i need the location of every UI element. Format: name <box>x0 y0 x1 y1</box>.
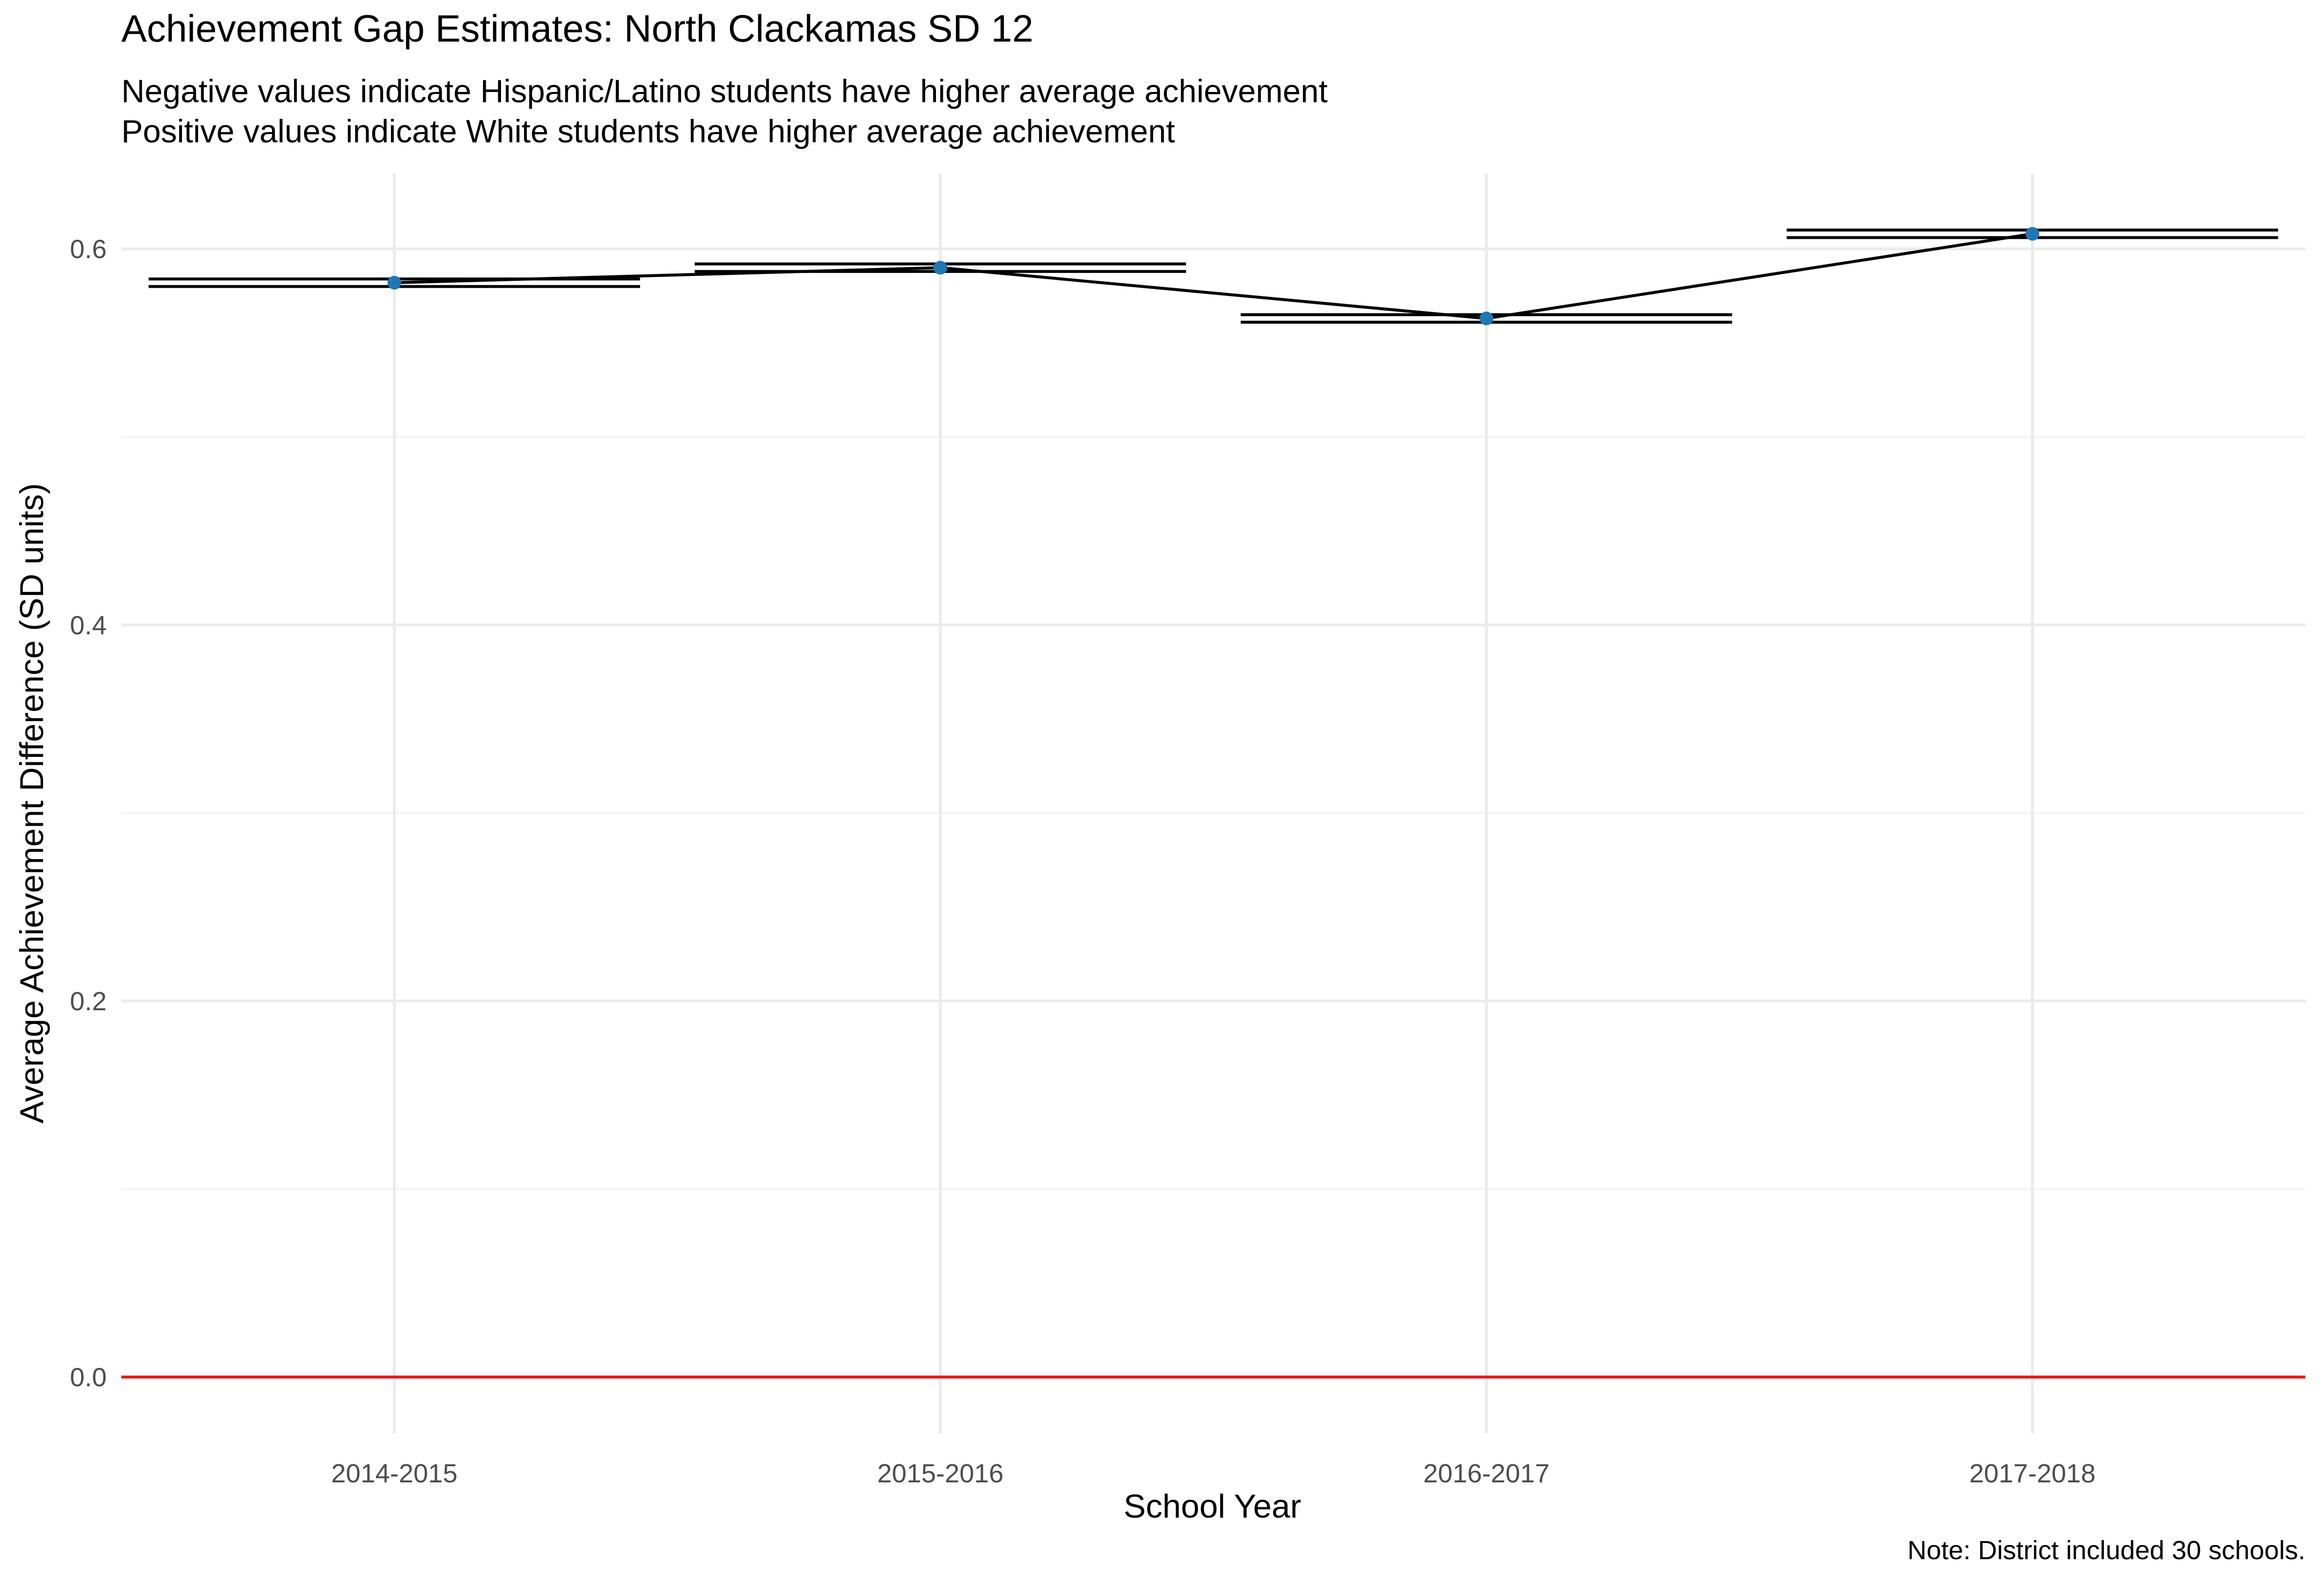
series-line <box>394 232 2033 320</box>
chart-title: Achievement Gap Estimates: North Clackam… <box>121 7 1034 50</box>
data-point <box>1480 311 1493 325</box>
x-tick-label: 2017-2018 <box>1969 1459 2096 1488</box>
x-tick-label: 2015-2016 <box>877 1459 1003 1488</box>
chart-caption: Note: District included 30 schools. <box>1907 1536 2305 1565</box>
y-axis-title: Average Achievement Difference (SD units… <box>13 483 50 1123</box>
y-tick-labels: 0.0 0.2 0.4 0.6 <box>70 235 107 1392</box>
series-line-layer <box>394 232 2033 320</box>
x-tick-labels: 2014-2015 2015-2016 2016-2017 2017-2018 <box>331 1459 2096 1488</box>
y-tick-label: 0.0 <box>70 1363 107 1392</box>
y-tick-label: 0.6 <box>70 235 107 264</box>
points-layer <box>387 227 2039 325</box>
chart-subtitle-line-2: Positive values indicate White students … <box>121 113 1175 149</box>
data-point <box>934 261 947 275</box>
data-point <box>387 275 401 290</box>
x-tick-label: 2014-2015 <box>331 1459 457 1488</box>
y-tick-label: 0.4 <box>70 611 107 640</box>
y-tick-label: 0.2 <box>70 987 107 1016</box>
chart-subtitle-line-1: Negative values indicate Hispanic/Latino… <box>121 73 1328 109</box>
grid-layer <box>121 174 2305 1433</box>
data-point <box>2026 227 2039 241</box>
x-tick-label: 2016-2017 <box>1423 1459 1549 1488</box>
x-axis-title: School Year <box>1124 1488 1301 1525</box>
